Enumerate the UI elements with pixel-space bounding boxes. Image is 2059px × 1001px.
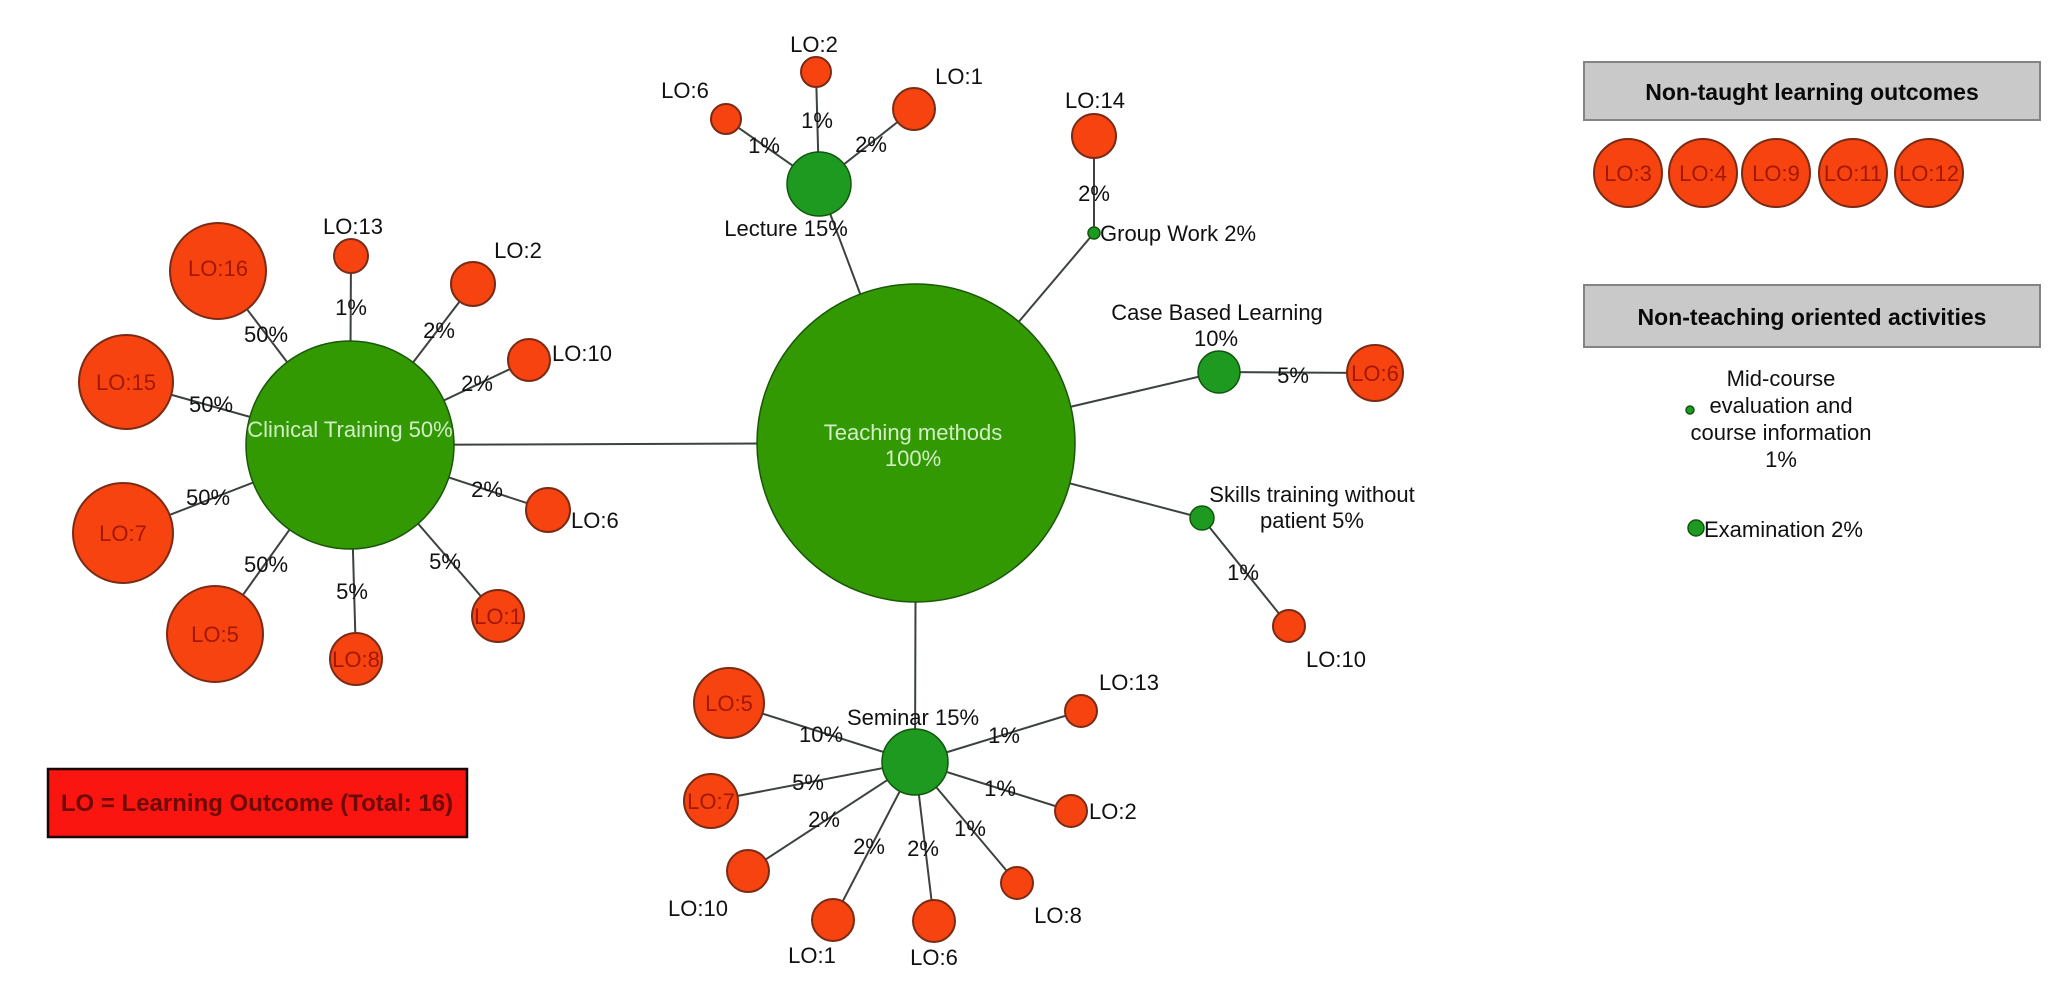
svg-text:LO:6: LO:6 (1351, 361, 1399, 386)
svg-text:LO:4: LO:4 (1679, 161, 1727, 186)
svg-text:2%: 2% (461, 371, 493, 396)
svg-text:LO:6: LO:6 (661, 78, 709, 103)
svg-text:1%: 1% (801, 108, 833, 133)
svg-text:1%: 1% (748, 133, 780, 158)
svg-text:LO:6: LO:6 (571, 508, 619, 533)
svg-text:100%: 100% (885, 446, 941, 471)
svg-text:LO:8: LO:8 (1034, 903, 1082, 928)
svg-text:LO:1: LO:1 (788, 943, 836, 968)
svg-text:evaluation and: evaluation and (1709, 393, 1852, 418)
svg-text:Mid-course: Mid-course (1727, 366, 1836, 391)
svg-text:Non-teaching oriented activiti: Non-teaching oriented activities (1638, 304, 1987, 330)
svg-text:Seminar 15%: Seminar 15% (847, 705, 979, 730)
svg-text:patient 5%: patient 5% (1260, 508, 1364, 533)
svg-text:2%: 2% (1078, 181, 1110, 206)
svg-text:LO:10: LO:10 (668, 896, 728, 921)
svg-text:LO:7: LO:7 (99, 521, 147, 546)
svg-text:LO:10: LO:10 (552, 341, 612, 366)
svg-text:course information: course information (1691, 420, 1872, 445)
svg-text:50%: 50% (244, 322, 288, 347)
svg-text:LO:7: LO:7 (687, 789, 735, 814)
svg-text:LO:1: LO:1 (474, 604, 522, 629)
svg-text:Group Work 2%: Group Work 2% (1100, 221, 1256, 246)
svg-text:5%: 5% (336, 579, 368, 604)
svg-text:1%: 1% (954, 816, 986, 841)
svg-text:LO:11: LO:11 (1824, 161, 1882, 186)
svg-text:1%: 1% (1765, 447, 1797, 472)
svg-text:10%: 10% (1194, 326, 1238, 351)
svg-text:LO:5: LO:5 (705, 691, 753, 716)
svg-text:5%: 5% (1277, 363, 1309, 388)
svg-text:Skills training without: Skills training without (1209, 482, 1414, 507)
svg-text:5%: 5% (429, 549, 461, 574)
svg-text:Examination 2%: Examination 2% (1704, 517, 1863, 542)
svg-text:Case Based Learning: Case Based Learning (1111, 300, 1323, 325)
svg-text:50%: 50% (244, 552, 288, 577)
svg-text:LO:2: LO:2 (494, 238, 542, 263)
svg-text:2%: 2% (423, 318, 455, 343)
svg-text:1%: 1% (1227, 560, 1259, 585)
svg-text:2%: 2% (855, 132, 887, 157)
svg-text:LO:8: LO:8 (332, 647, 380, 672)
svg-text:LO:2: LO:2 (790, 32, 838, 57)
svg-text:1%: 1% (988, 723, 1020, 748)
svg-text:LO:3: LO:3 (1604, 161, 1652, 186)
svg-text:1%: 1% (984, 776, 1016, 801)
svg-text:50%: 50% (189, 392, 233, 417)
svg-text:LO:9: LO:9 (1752, 161, 1800, 186)
svg-text:2%: 2% (907, 836, 939, 861)
svg-text:LO:16: LO:16 (188, 256, 248, 281)
svg-text:2%: 2% (471, 477, 503, 502)
svg-text:LO:5: LO:5 (191, 622, 239, 647)
svg-text:Lecture 15%: Lecture 15% (724, 216, 848, 241)
svg-text:LO:10: LO:10 (1306, 647, 1366, 672)
svg-text:LO:14: LO:14 (1065, 88, 1125, 113)
svg-text:LO:13: LO:13 (323, 214, 383, 239)
svg-text:LO = Learning Outcome (Total:: LO = Learning Outcome (Total: 16) (61, 790, 453, 817)
svg-text:LO:13: LO:13 (1099, 670, 1159, 695)
svg-text:10%: 10% (799, 722, 843, 747)
svg-text:LO:2: LO:2 (1089, 799, 1137, 824)
svg-text:Teaching methods: Teaching methods (824, 420, 1003, 445)
svg-text:Non-taught learning outcomes: Non-taught learning outcomes (1645, 79, 1979, 105)
svg-text:1%: 1% (335, 295, 367, 320)
svg-text:2%: 2% (853, 834, 885, 859)
svg-text:LO:12: LO:12 (1899, 161, 1959, 186)
svg-text:5%: 5% (792, 770, 824, 795)
svg-text:Clinical Training 50%: Clinical Training 50% (247, 417, 452, 442)
svg-text:50%: 50% (186, 485, 230, 510)
svg-text:LO:15: LO:15 (96, 370, 156, 395)
svg-text:LO:1: LO:1 (935, 64, 983, 89)
svg-text:LO:6: LO:6 (910, 945, 958, 970)
svg-text:2%: 2% (808, 807, 840, 832)
